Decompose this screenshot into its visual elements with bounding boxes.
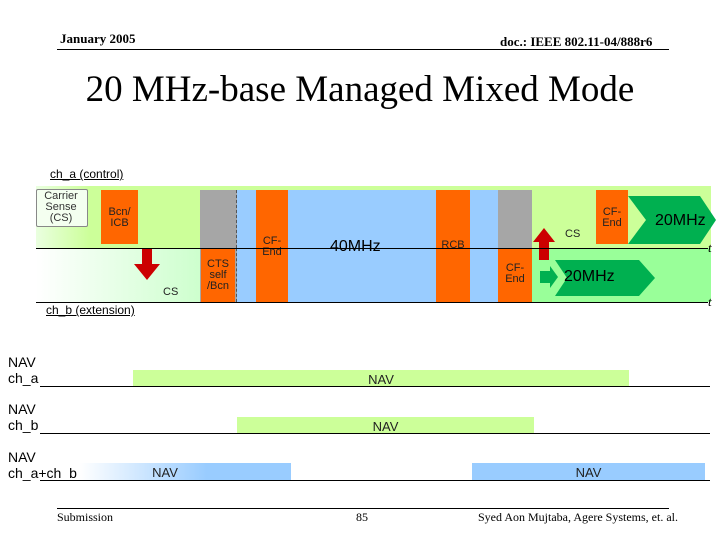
t-bottom-label: t [708,294,712,309]
carrier-sense-box [36,189,88,227]
cf-end-2-block [596,190,628,244]
mhz20-bottom-label: 20MHz [564,268,615,285]
nav-row-2-bar-label: NAV [372,419,399,434]
bcn-icb-block [101,190,138,244]
cf-end-1-block [256,190,288,302]
nav-row-3-axis [40,480,710,481]
mhz20-bottom-arrow [555,260,655,296]
nav-row-3-bar-left [80,463,291,480]
nav-row-3-label: NAV ch_a+ch_b [8,449,77,481]
cts-self-label: CTS self /Bcn [206,258,229,292]
mhz40-label: 40MHz [330,238,381,255]
red-up-arrow [533,228,555,260]
header-rule [57,49,669,50]
header-date: January 2005 [60,31,136,46]
footer-rule [57,508,669,509]
nav-row-1-label: NAV ch_a [8,354,39,386]
nav-row-2-axis [40,433,710,434]
cf-end-1-label: CF-End [262,235,282,258]
nav-row-2-bar [237,417,534,433]
nav-row-3-bar-right-label: NAV [575,465,602,480]
mhz40-arrow [290,226,434,268]
mhz20-top-label: 20MHz [655,212,706,229]
nav-row-3-bar-left-label: NAV [152,465,178,480]
ch-b-label: ch_b (extension) [46,303,135,317]
page-title: 20 MHz-base Managed Mixed Mode [85,69,635,110]
footer-page-number: 85 [356,510,368,524]
footer-author: Syed Aon Mujtaba, Agere Systems, et. al. [478,510,678,524]
nav-row-2-label: NAV ch_b [8,401,39,433]
bcn-icb-label: Bcn/ ICB [108,206,131,229]
cs-label-1: CS [163,286,179,298]
gray-block-a-1 [200,190,237,248]
nav-row-1-bar [133,370,629,386]
green-small-arrow [540,266,558,288]
ch-b-time-axis [36,302,708,303]
rcb-block [436,190,470,302]
nav-row-1-axis [40,386,710,387]
red-down-arrow [134,248,160,280]
header-doc-id: doc.: IEEE 802.11-04/888r6 [500,34,653,49]
cs-label-2: CS [565,228,581,240]
carrier-sense-label: Carrier Sense (CS) [44,190,78,224]
cf-end-2-label: CF-End [602,206,622,229]
ch-a-time-axis [36,248,708,249]
nav-row-3-bar-right [472,463,705,480]
cts-self-block [201,248,235,302]
mhz20-top-arrow [628,196,716,244]
footer-submission: Submission [57,510,114,524]
t-top-label: t [708,240,712,255]
gray-block-a-2 [498,190,532,248]
nav-row-1-bar-label: NAV [368,372,394,387]
rcb-label: RCB [441,239,465,251]
cf-end-3-block [498,248,532,302]
ch-a-label: ch_a (control) [50,167,124,181]
cf-end-3-label: CF-End [505,262,525,285]
